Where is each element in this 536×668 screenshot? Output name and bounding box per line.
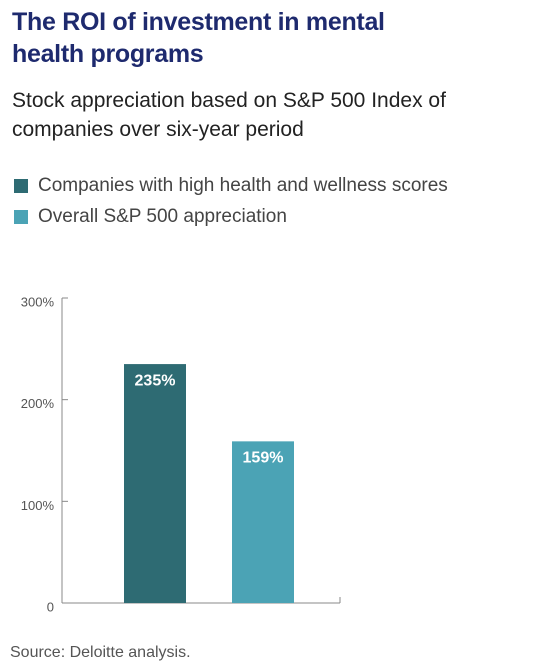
source: Source: Deloitte analysis.: [10, 644, 191, 661]
y-tick-label: 0: [47, 599, 54, 614]
data-label: 235%: [135, 372, 176, 389]
bar: [124, 364, 186, 603]
legend-item: Companies with high health and wellness …: [14, 175, 448, 197]
y-tick-label: 100%: [21, 498, 55, 513]
data-label: 159%: [243, 450, 284, 467]
legend-item: Overall S&P 500 appreciation: [14, 206, 287, 228]
legend-swatch: [14, 210, 28, 224]
y-tick-label: 300%: [21, 294, 55, 309]
bar: [232, 441, 294, 603]
chart-title: The ROI of investment in mental health p…: [12, 8, 385, 68]
y-tick-label: 200%: [21, 396, 55, 411]
chart-subtitle: Stock appreciation based on S&P 500 Inde…: [12, 89, 446, 141]
legend-label: Overall S&P 500 appreciation: [38, 206, 287, 227]
legend-swatch: [14, 179, 28, 193]
legend-label: Companies with high health and wellness …: [38, 175, 448, 196]
